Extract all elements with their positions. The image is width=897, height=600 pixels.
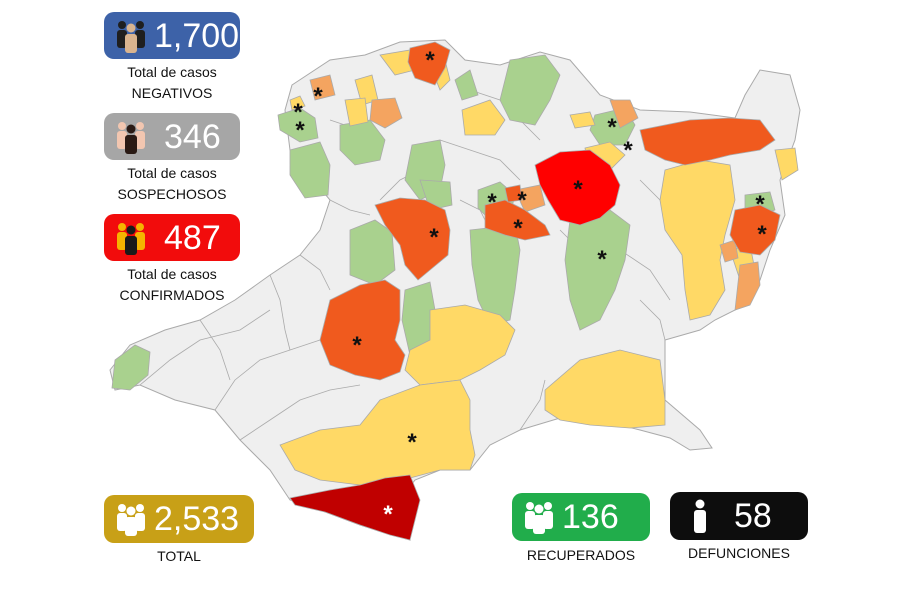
region-light-orange-4 xyxy=(514,184,546,213)
region-orange-5 xyxy=(639,117,776,166)
sospechosos-value: 346 xyxy=(164,117,221,156)
region-yellow-14 xyxy=(279,379,476,486)
marker-asterisk: * xyxy=(757,221,767,248)
single-person-icon xyxy=(694,499,706,533)
sospechosos-caption: Total de casos SOSPECHOSOS xyxy=(117,165,227,202)
group-people-icon xyxy=(117,121,145,154)
negativos-value: 1,700 xyxy=(154,16,240,55)
total-caption: TOTAL xyxy=(157,548,201,564)
confirmados-value: 487 xyxy=(164,218,221,257)
recuperados-box: 136 xyxy=(512,493,650,541)
region-orange-2 xyxy=(374,197,451,281)
region-light-orange-6 xyxy=(719,239,739,263)
confirmados-box: 487 xyxy=(104,214,240,261)
region-orange-7 xyxy=(319,279,406,381)
group-people-icon xyxy=(117,20,145,53)
region-light-orange-1 xyxy=(309,74,336,101)
region-green-1 xyxy=(277,107,319,143)
green-municipalities xyxy=(111,54,776,391)
negativos-box: 1,700 xyxy=(104,12,240,59)
group-people-icon xyxy=(117,222,145,255)
sospechosos-box: 346 xyxy=(104,113,240,160)
region-yellow-12 xyxy=(404,304,516,386)
marker-asterisk: * xyxy=(573,176,583,203)
region-green-12 xyxy=(564,209,631,331)
marker-asterisk: * xyxy=(293,99,303,126)
defunciones-box: 58 xyxy=(670,492,808,540)
marker-asterisk: * xyxy=(607,114,617,141)
marker-asterisk: * xyxy=(755,191,765,218)
region-yellow-5 xyxy=(344,97,369,127)
region-yellow-7 xyxy=(569,111,596,129)
region-yellow-4 xyxy=(461,99,506,136)
marker-asterisk: * xyxy=(295,117,305,144)
marker-asterisk: * xyxy=(425,47,435,74)
marker-asterisk: * xyxy=(313,83,323,110)
marker-asterisk: * xyxy=(407,429,417,456)
region-orange-6 xyxy=(729,204,781,256)
region-light-orange-3 xyxy=(609,99,639,129)
marker-asterisk: * xyxy=(487,189,497,216)
marker-asterisk: * xyxy=(352,332,362,359)
region-green-15 xyxy=(111,344,151,391)
region-red xyxy=(534,149,621,226)
negativos-caption: Total de casos NEGATIVOS xyxy=(127,64,217,101)
region-yellow-9 xyxy=(659,159,736,321)
region-orange-1 xyxy=(407,41,451,86)
region-yellow-10 xyxy=(774,147,799,181)
group-people-icon xyxy=(525,502,553,534)
light-orange-municipalities xyxy=(309,74,761,311)
region-light-orange-5 xyxy=(734,261,761,311)
marker-asterisk: * xyxy=(597,246,607,273)
region-yellow-13 xyxy=(544,349,666,429)
region-green-8 xyxy=(349,219,396,286)
region-green-2 xyxy=(289,141,331,199)
marker-asterisk: * xyxy=(517,187,527,214)
marker-asterisk: * xyxy=(623,137,633,164)
total-box: 2,533 xyxy=(104,495,254,543)
region-green-7 xyxy=(454,69,479,101)
confirmados-caption: Total de casos CONFIRMADOS xyxy=(119,266,225,303)
marker-asterisk: * xyxy=(513,215,523,242)
group-people-icon xyxy=(117,504,145,536)
defunciones-caption: DEFUNCIONES xyxy=(688,545,790,561)
recuperados-caption: RECUPERADOS xyxy=(526,547,636,563)
marker-asterisk: * xyxy=(429,224,439,251)
orange-municipalities xyxy=(319,41,781,381)
region-orange-4 xyxy=(504,184,523,203)
region-orange-3 xyxy=(484,199,551,241)
region-green-6 xyxy=(499,54,561,126)
yellow-municipalities xyxy=(279,49,799,486)
marker-asterisk: * xyxy=(383,501,393,528)
defunciones-value: 58 xyxy=(734,497,772,535)
region-yellow-6 xyxy=(289,95,306,111)
total-value: 2,533 xyxy=(154,500,240,538)
recuperados-value: 136 xyxy=(562,498,619,536)
case-markers: * * * * * * * * * * * * * * * * * xyxy=(293,47,767,528)
region-light-orange-2 xyxy=(369,97,403,129)
region-dark-red xyxy=(289,474,421,541)
